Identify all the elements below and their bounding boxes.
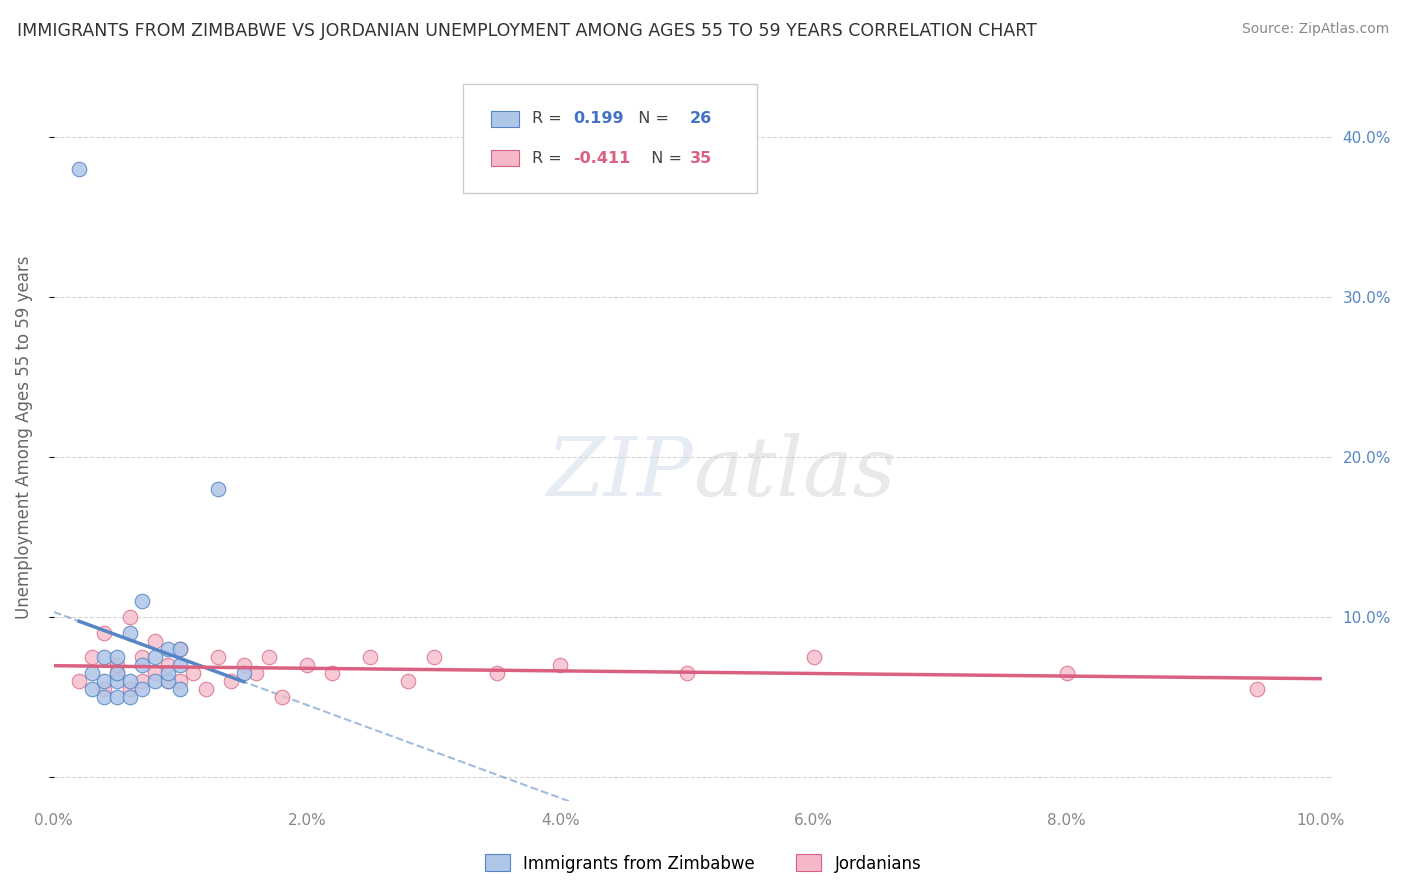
- Point: [181, 666, 204, 681]
- Point: [105, 666, 128, 681]
- Point: [207, 482, 229, 496]
- Text: 0.199: 0.199: [574, 112, 624, 127]
- Point: [486, 666, 509, 681]
- Point: [676, 666, 699, 681]
- Point: [169, 674, 191, 689]
- Point: [67, 161, 90, 176]
- Point: [93, 682, 115, 697]
- Point: [156, 674, 179, 689]
- Point: [194, 682, 217, 697]
- Point: [257, 650, 280, 665]
- Point: [93, 690, 115, 705]
- Point: [105, 650, 128, 665]
- Point: [118, 690, 141, 705]
- Point: [143, 674, 166, 689]
- FancyBboxPatch shape: [463, 84, 758, 194]
- Point: [270, 690, 292, 705]
- Legend: Immigrants from Zimbabwe, Jordanians: Immigrants from Zimbabwe, Jordanians: [478, 847, 928, 880]
- Point: [803, 650, 825, 665]
- Y-axis label: Unemployment Among Ages 55 to 59 years: Unemployment Among Ages 55 to 59 years: [15, 255, 32, 619]
- Text: 26: 26: [689, 112, 711, 127]
- Point: [105, 666, 128, 681]
- Point: [131, 682, 153, 697]
- Point: [156, 642, 179, 657]
- Point: [321, 666, 343, 681]
- Point: [207, 650, 229, 665]
- Point: [105, 690, 128, 705]
- Point: [118, 610, 141, 624]
- Point: [93, 626, 115, 640]
- Point: [105, 674, 128, 689]
- Point: [156, 674, 179, 689]
- Text: N =: N =: [628, 112, 675, 127]
- Point: [80, 666, 103, 681]
- Text: N =: N =: [641, 151, 688, 166]
- Point: [67, 674, 90, 689]
- Point: [118, 674, 141, 689]
- Point: [232, 658, 254, 673]
- FancyBboxPatch shape: [491, 111, 519, 127]
- Point: [156, 666, 179, 681]
- Point: [118, 682, 141, 697]
- Text: -0.411: -0.411: [574, 151, 630, 166]
- Point: [422, 650, 444, 665]
- Point: [80, 650, 103, 665]
- Point: [131, 594, 153, 608]
- Point: [169, 642, 191, 657]
- Point: [245, 666, 267, 681]
- Text: ZIP: ZIP: [547, 434, 693, 514]
- Text: R =: R =: [531, 151, 567, 166]
- Point: [169, 658, 191, 673]
- Point: [396, 674, 419, 689]
- Point: [131, 658, 153, 673]
- Point: [143, 650, 166, 665]
- Point: [550, 658, 572, 673]
- Point: [295, 658, 318, 673]
- Point: [143, 666, 166, 681]
- Point: [131, 650, 153, 665]
- Point: [93, 650, 115, 665]
- Text: atlas: atlas: [693, 434, 896, 514]
- Point: [131, 674, 153, 689]
- Point: [169, 682, 191, 697]
- Text: R =: R =: [531, 112, 567, 127]
- Point: [143, 634, 166, 648]
- FancyBboxPatch shape: [491, 150, 519, 166]
- Text: 35: 35: [689, 151, 711, 166]
- Point: [359, 650, 381, 665]
- Point: [118, 626, 141, 640]
- Text: IMMIGRANTS FROM ZIMBABWE VS JORDANIAN UNEMPLOYMENT AMONG AGES 55 TO 59 YEARS COR: IMMIGRANTS FROM ZIMBABWE VS JORDANIAN UN…: [17, 22, 1036, 40]
- Point: [1056, 666, 1078, 681]
- Point: [169, 642, 191, 657]
- Point: [93, 674, 115, 689]
- Point: [156, 658, 179, 673]
- Point: [232, 666, 254, 681]
- Point: [105, 658, 128, 673]
- Point: [219, 674, 242, 689]
- Point: [80, 682, 103, 697]
- Point: [1246, 682, 1268, 697]
- Text: Source: ZipAtlas.com: Source: ZipAtlas.com: [1241, 22, 1389, 37]
